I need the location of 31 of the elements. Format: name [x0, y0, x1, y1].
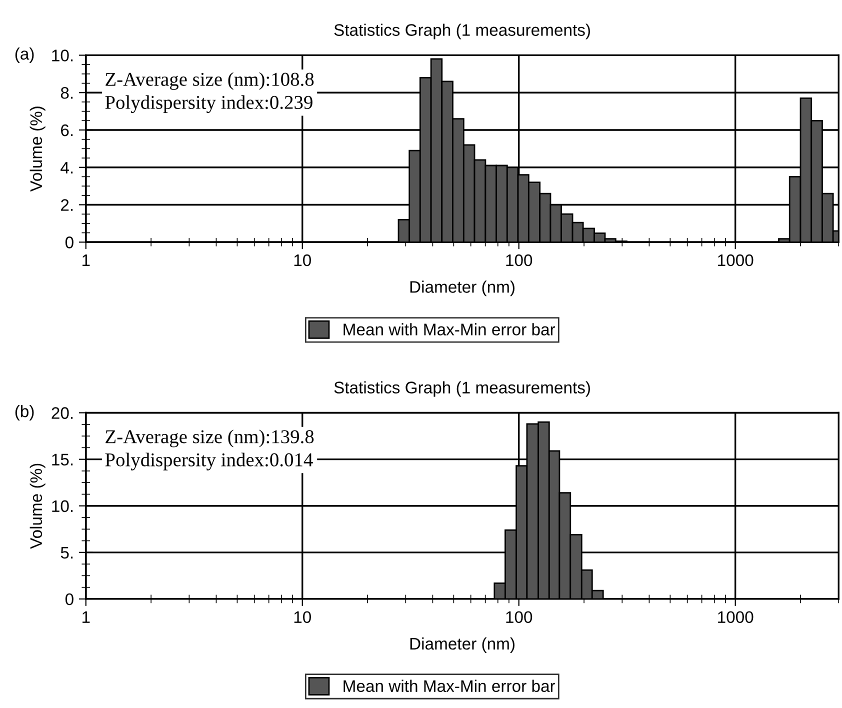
y-tick-label: 10. [52, 50, 73, 62]
y-axis-title: Volume (%) [30, 106, 46, 192]
y-tick-label: 8. [60, 87, 73, 99]
chart-title: Statistics Graph (1 measurements) [334, 381, 590, 397]
x-tick-label: 100 [506, 611, 532, 624]
y-tick-label: 6. [61, 124, 73, 136]
y-tick-label: 5. [60, 546, 73, 559]
y-tick-label: 20. [52, 407, 73, 419]
y-tick-label: 0 [65, 593, 74, 606]
x-tick-label: 10 [294, 611, 311, 624]
annotation: Z-Average size (nm):139.8 Polydispersity index:0.014 [105, 430, 314, 470]
y-tick-label: 10. [52, 500, 73, 512]
annotation: Z-Average size (nm):108.8 Polydispersity index:0.239 [105, 72, 314, 113]
y-axis-title: Volume (%) [30, 464, 46, 549]
y-tick-label: 2. [61, 199, 73, 211]
x-tick-label: 100 [506, 254, 532, 266]
y-tick-label: 15. [52, 454, 73, 466]
x-tick-label: 1 [82, 254, 90, 266]
text: (a) [15, 47, 34, 63]
x-axis-title: Diameter (nm) [410, 637, 514, 653]
text: (b) [15, 404, 34, 421]
x-tick-label: 1000 [718, 611, 754, 624]
legend-label: Mean with Max-Min error bar [344, 323, 556, 336]
x-tick-label: 10 [294, 254, 311, 266]
x-axis-title: Diameter (nm) [410, 280, 514, 296]
chart-title: Statistics Graph (1 measurements) [334, 24, 590, 40]
legend-label: Mean with Max-Min error bar [344, 680, 556, 692]
y-tick-label: 4. [60, 162, 73, 174]
y-tick-label: 0 [65, 236, 74, 248]
x-tick-label: 1 [82, 611, 90, 623]
x-tick-label: 1000 [718, 254, 754, 266]
